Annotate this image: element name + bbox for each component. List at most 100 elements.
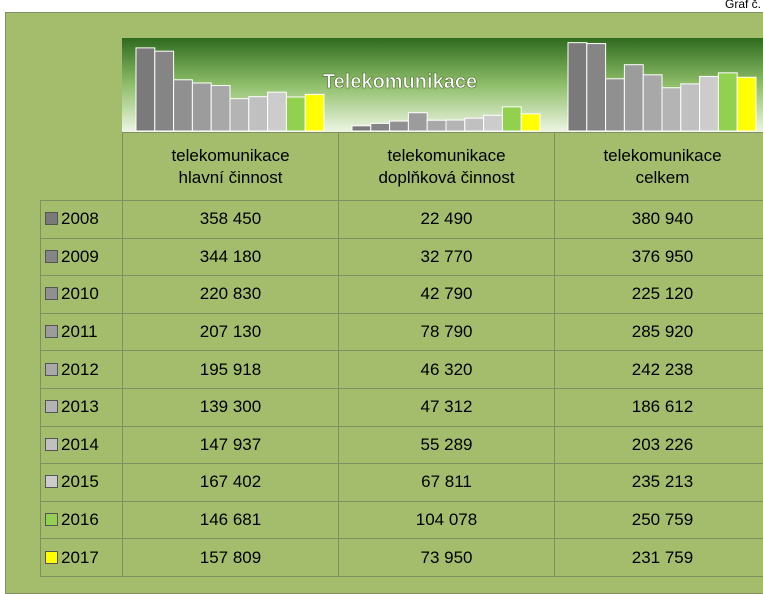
bar xyxy=(502,107,521,131)
value-cell: 55 289 xyxy=(339,426,555,464)
legend-label: 2016 xyxy=(61,510,99,529)
chart: Telekomunikace xyxy=(0,0,763,140)
value-cell: 358 450 xyxy=(123,201,339,239)
value-cell: 186 612 xyxy=(555,388,763,426)
legend-cell: 2008 xyxy=(41,201,123,239)
value-cell: 231 759 xyxy=(555,539,763,577)
bar xyxy=(587,44,606,131)
value-cell: 203 226 xyxy=(555,426,763,464)
category-label: telekomunikace hlavní činnost xyxy=(123,133,339,201)
legend-cell: 2015 xyxy=(41,464,123,502)
legend-cell: 2012 xyxy=(41,351,123,389)
legend-label: 2012 xyxy=(61,360,99,379)
legend-cell: 2010 xyxy=(41,276,123,314)
value-cell: 220 830 xyxy=(123,276,339,314)
legend-cell: 2013 xyxy=(41,388,123,426)
legend-label: 2017 xyxy=(61,548,99,567)
legend-cell: 2017 xyxy=(41,539,123,577)
value-cell: 376 950 xyxy=(555,238,763,276)
legend-cell: 2009 xyxy=(41,238,123,276)
legend-cell: 2016 xyxy=(41,501,123,539)
value-cell: 207 130 xyxy=(123,313,339,351)
value-cell: 146 681 xyxy=(123,501,339,539)
value-cell: 139 300 xyxy=(123,388,339,426)
category-label: telekomunikace celkem xyxy=(555,133,763,201)
value-cell: 380 940 xyxy=(555,201,763,239)
bar xyxy=(568,43,587,131)
value-cell: 47 312 xyxy=(339,388,555,426)
legend-swatch xyxy=(45,212,58,225)
legend-label: 2013 xyxy=(61,397,99,416)
bar xyxy=(484,115,503,131)
chart-title: Telekomunikace xyxy=(323,71,477,93)
legend-swatch xyxy=(45,250,58,263)
bar xyxy=(174,80,193,131)
legend-swatch xyxy=(45,287,58,300)
bar xyxy=(606,79,625,131)
value-cell: 147 937 xyxy=(123,426,339,464)
bar xyxy=(371,123,390,131)
bar xyxy=(681,84,700,131)
bar xyxy=(249,97,268,131)
legend-cell: 2014 xyxy=(41,426,123,464)
value-cell: 285 920 xyxy=(555,313,763,351)
legend-cell: 2011 xyxy=(41,313,123,351)
legend-label: 2014 xyxy=(61,435,99,454)
value-cell: 195 918 xyxy=(123,351,339,389)
corner-cell xyxy=(41,133,123,201)
legend-swatch xyxy=(45,325,58,338)
legend-label: 2009 xyxy=(61,247,99,266)
bar xyxy=(718,73,737,131)
bar xyxy=(624,65,643,131)
bar xyxy=(700,76,719,131)
value-cell: 344 180 xyxy=(123,238,339,276)
value-cell: 46 320 xyxy=(339,351,555,389)
bar xyxy=(230,99,249,131)
value-cell: 78 790 xyxy=(339,313,555,351)
bar xyxy=(286,97,305,131)
legend-swatch xyxy=(45,400,58,413)
value-cell: 167 402 xyxy=(123,464,339,502)
value-cell: 67 811 xyxy=(339,464,555,502)
bar xyxy=(155,51,174,131)
legend-swatch xyxy=(45,551,58,564)
value-cell: 250 759 xyxy=(555,501,763,539)
bar xyxy=(268,92,287,131)
value-cell: 22 490 xyxy=(339,201,555,239)
bar xyxy=(352,126,371,131)
page: Graf č. 1 Telekomunikace telekomunikace … xyxy=(0,0,763,576)
bar xyxy=(465,118,484,131)
value-cell: 242 238 xyxy=(555,351,763,389)
value-cell: 42 790 xyxy=(339,276,555,314)
legend-swatch xyxy=(45,363,58,376)
bar xyxy=(662,88,681,131)
legend-label: 2015 xyxy=(61,472,99,491)
value-cell: 32 770 xyxy=(339,238,555,276)
bar xyxy=(408,113,427,131)
value-cell: 225 120 xyxy=(555,276,763,314)
bar xyxy=(305,94,324,131)
legend-swatch xyxy=(45,475,58,488)
legend-swatch xyxy=(45,513,58,526)
value-cell: 104 078 xyxy=(339,501,555,539)
bar xyxy=(136,48,155,131)
category-label: telekomunikace doplňková činnost xyxy=(339,133,555,201)
legend-label: 2011 xyxy=(61,322,98,341)
bar xyxy=(192,83,211,131)
value-cell: 157 809 xyxy=(123,539,339,577)
legend-swatch xyxy=(45,438,58,451)
legend-label: 2010 xyxy=(61,284,99,303)
legend-label: 2008 xyxy=(61,209,99,228)
